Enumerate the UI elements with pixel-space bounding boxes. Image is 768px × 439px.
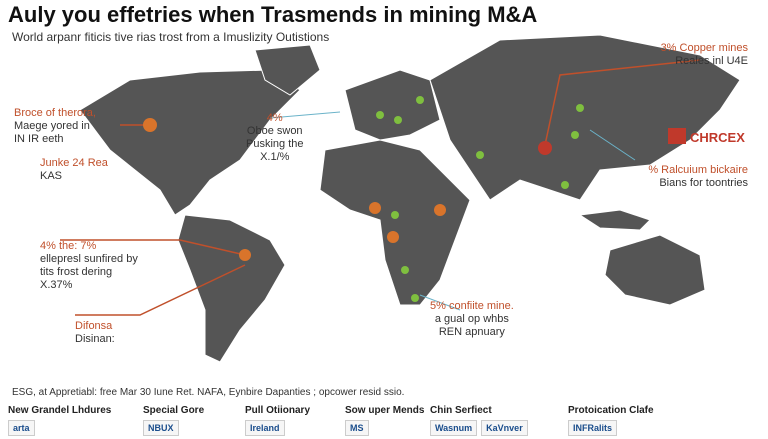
partner-logo: arta (8, 420, 35, 436)
green-markers (376, 96, 584, 302)
partner-group: Pull Otiionary Ireland (245, 405, 310, 436)
annotation-line: X.1/% (260, 151, 290, 163)
mine-icon (143, 118, 157, 132)
partner-heading: Chin Serfiect (430, 405, 492, 416)
annotation-line: Reales inl U4E (675, 55, 748, 67)
mine-icons (143, 96, 584, 302)
annotation-line: Broce of therora, (14, 107, 96, 119)
annotation: Difonsa Disinan: (75, 320, 115, 346)
annotation-line: Pusking the (246, 138, 304, 150)
indonesia (578, 209, 651, 231)
marker (411, 294, 419, 302)
annotation: 3% Copper mines Reales inl U4E (661, 42, 748, 68)
marker (376, 111, 384, 119)
annotation: Junke 24 Rea KAS (40, 157, 108, 183)
annotation-line: ellepresl sunfired by (40, 253, 138, 265)
logo-row: Ireland (245, 420, 310, 436)
leader-line (75, 264, 246, 316)
pointer-lines (269, 111, 636, 311)
annotation-line: a gual op whbs (434, 313, 509, 325)
leader-line (60, 239, 246, 256)
partner-group: Special Gore NBUX (143, 405, 204, 436)
partner-group: Sow uper Mends MS (345, 405, 424, 436)
annotation-line: % Ralcuium bickaire (648, 164, 748, 176)
logo-row: MS (345, 420, 424, 436)
partner-logo: KaVnver (481, 420, 528, 436)
logo-row: Wasnum KaVnver (430, 420, 528, 436)
annotation-line: Maege yored in (14, 120, 90, 132)
marker (561, 181, 569, 189)
leader-lines (60, 59, 701, 316)
annotation: % Ralcuium bickaire Bians for toontries (648, 164, 748, 190)
partner-group: Protoication Clafe INFRalits (568, 405, 654, 436)
subtitle: World arpanr fiticis tive rias trost fro… (12, 30, 330, 44)
africa (319, 139, 471, 306)
mine-icon (387, 231, 399, 243)
marker (576, 104, 584, 112)
annotation-line: Junke 24 Rea (40, 157, 108, 169)
marker (416, 96, 424, 104)
annotation-line: 3% Copper mines (660, 42, 748, 54)
annotation-line: REN apnuary (438, 326, 505, 338)
mine-icon (538, 141, 552, 155)
annotation-line: 5% confiite mine. (430, 300, 514, 312)
europe (344, 69, 441, 141)
annotation: 4% Oboe swon Pusking the X.1/% (246, 112, 303, 164)
partner-logo: INFRalits (568, 420, 618, 436)
partner-group: Chin Serfiect Wasnum KaVnver (430, 405, 528, 436)
annotation-line: Disinan: (75, 333, 115, 345)
logo-row: arta (8, 420, 111, 436)
partner-logo: Wasnum (430, 420, 478, 436)
partner-group: New Grandel Lhdures arta (8, 405, 111, 436)
mine-icon (434, 204, 446, 216)
partner-heading: Sow uper Mends (345, 405, 425, 416)
logo-row: NBUX (143, 420, 204, 436)
annotation-line: 4% the: 7% (40, 240, 97, 252)
annotation: Broce of therora, Maege yored in IN IR eet… (14, 107, 96, 146)
greenland (254, 44, 321, 96)
title: Auly you effetries when Trasmends in min… (8, 2, 538, 27)
mine-icon (239, 249, 251, 261)
marker (394, 116, 402, 124)
brand-name: CHRCEX (690, 130, 745, 145)
marker (401, 266, 409, 274)
partner-logo: NBUX (143, 420, 179, 436)
marker (391, 211, 399, 219)
pointer-line (269, 111, 341, 119)
pointer-line (589, 129, 636, 161)
annotation-line: Oboe swon (246, 125, 303, 137)
leader-line (544, 59, 701, 146)
partner-heading: Pull Otiionary (245, 405, 311, 416)
continents (79, 34, 741, 363)
south-america (177, 214, 286, 363)
annotation: 5% confiite mine. a gual op whbs REN apnua… (430, 300, 514, 339)
partner-logo: Ireland (245, 420, 285, 436)
annotation-line: X.37% (40, 279, 73, 291)
annotation-line: KAS (40, 170, 63, 182)
marker (571, 131, 579, 139)
annotation: 4% the: 7% ellepresl sunfired by tits fros… (40, 240, 138, 292)
logo-row: INFRalits (568, 420, 654, 436)
brand-icon (668, 128, 686, 144)
annotation-line: tits frost dering (40, 266, 113, 278)
annotation-line: IN IR eeth (14, 133, 64, 145)
marker (476, 151, 484, 159)
annotation-line: Difonsa (75, 320, 113, 332)
annotation-line: 4% (266, 112, 283, 124)
partner-logo: MS (345, 420, 369, 436)
annotation-line: Bians for toontries (659, 177, 748, 189)
asia (429, 34, 741, 201)
partner-heading: New Grandel Lhdures (8, 405, 112, 416)
partner-heading: Special Gore (143, 405, 205, 416)
mine-icon (369, 202, 381, 214)
north-america (79, 69, 301, 216)
partner-heading: Protoication Clafe (568, 405, 654, 416)
pointer-line (419, 294, 461, 311)
australia (604, 234, 706, 306)
footnote: ESG, at Appretiabl: free Mar 30 Iune Ret… (12, 387, 405, 398)
